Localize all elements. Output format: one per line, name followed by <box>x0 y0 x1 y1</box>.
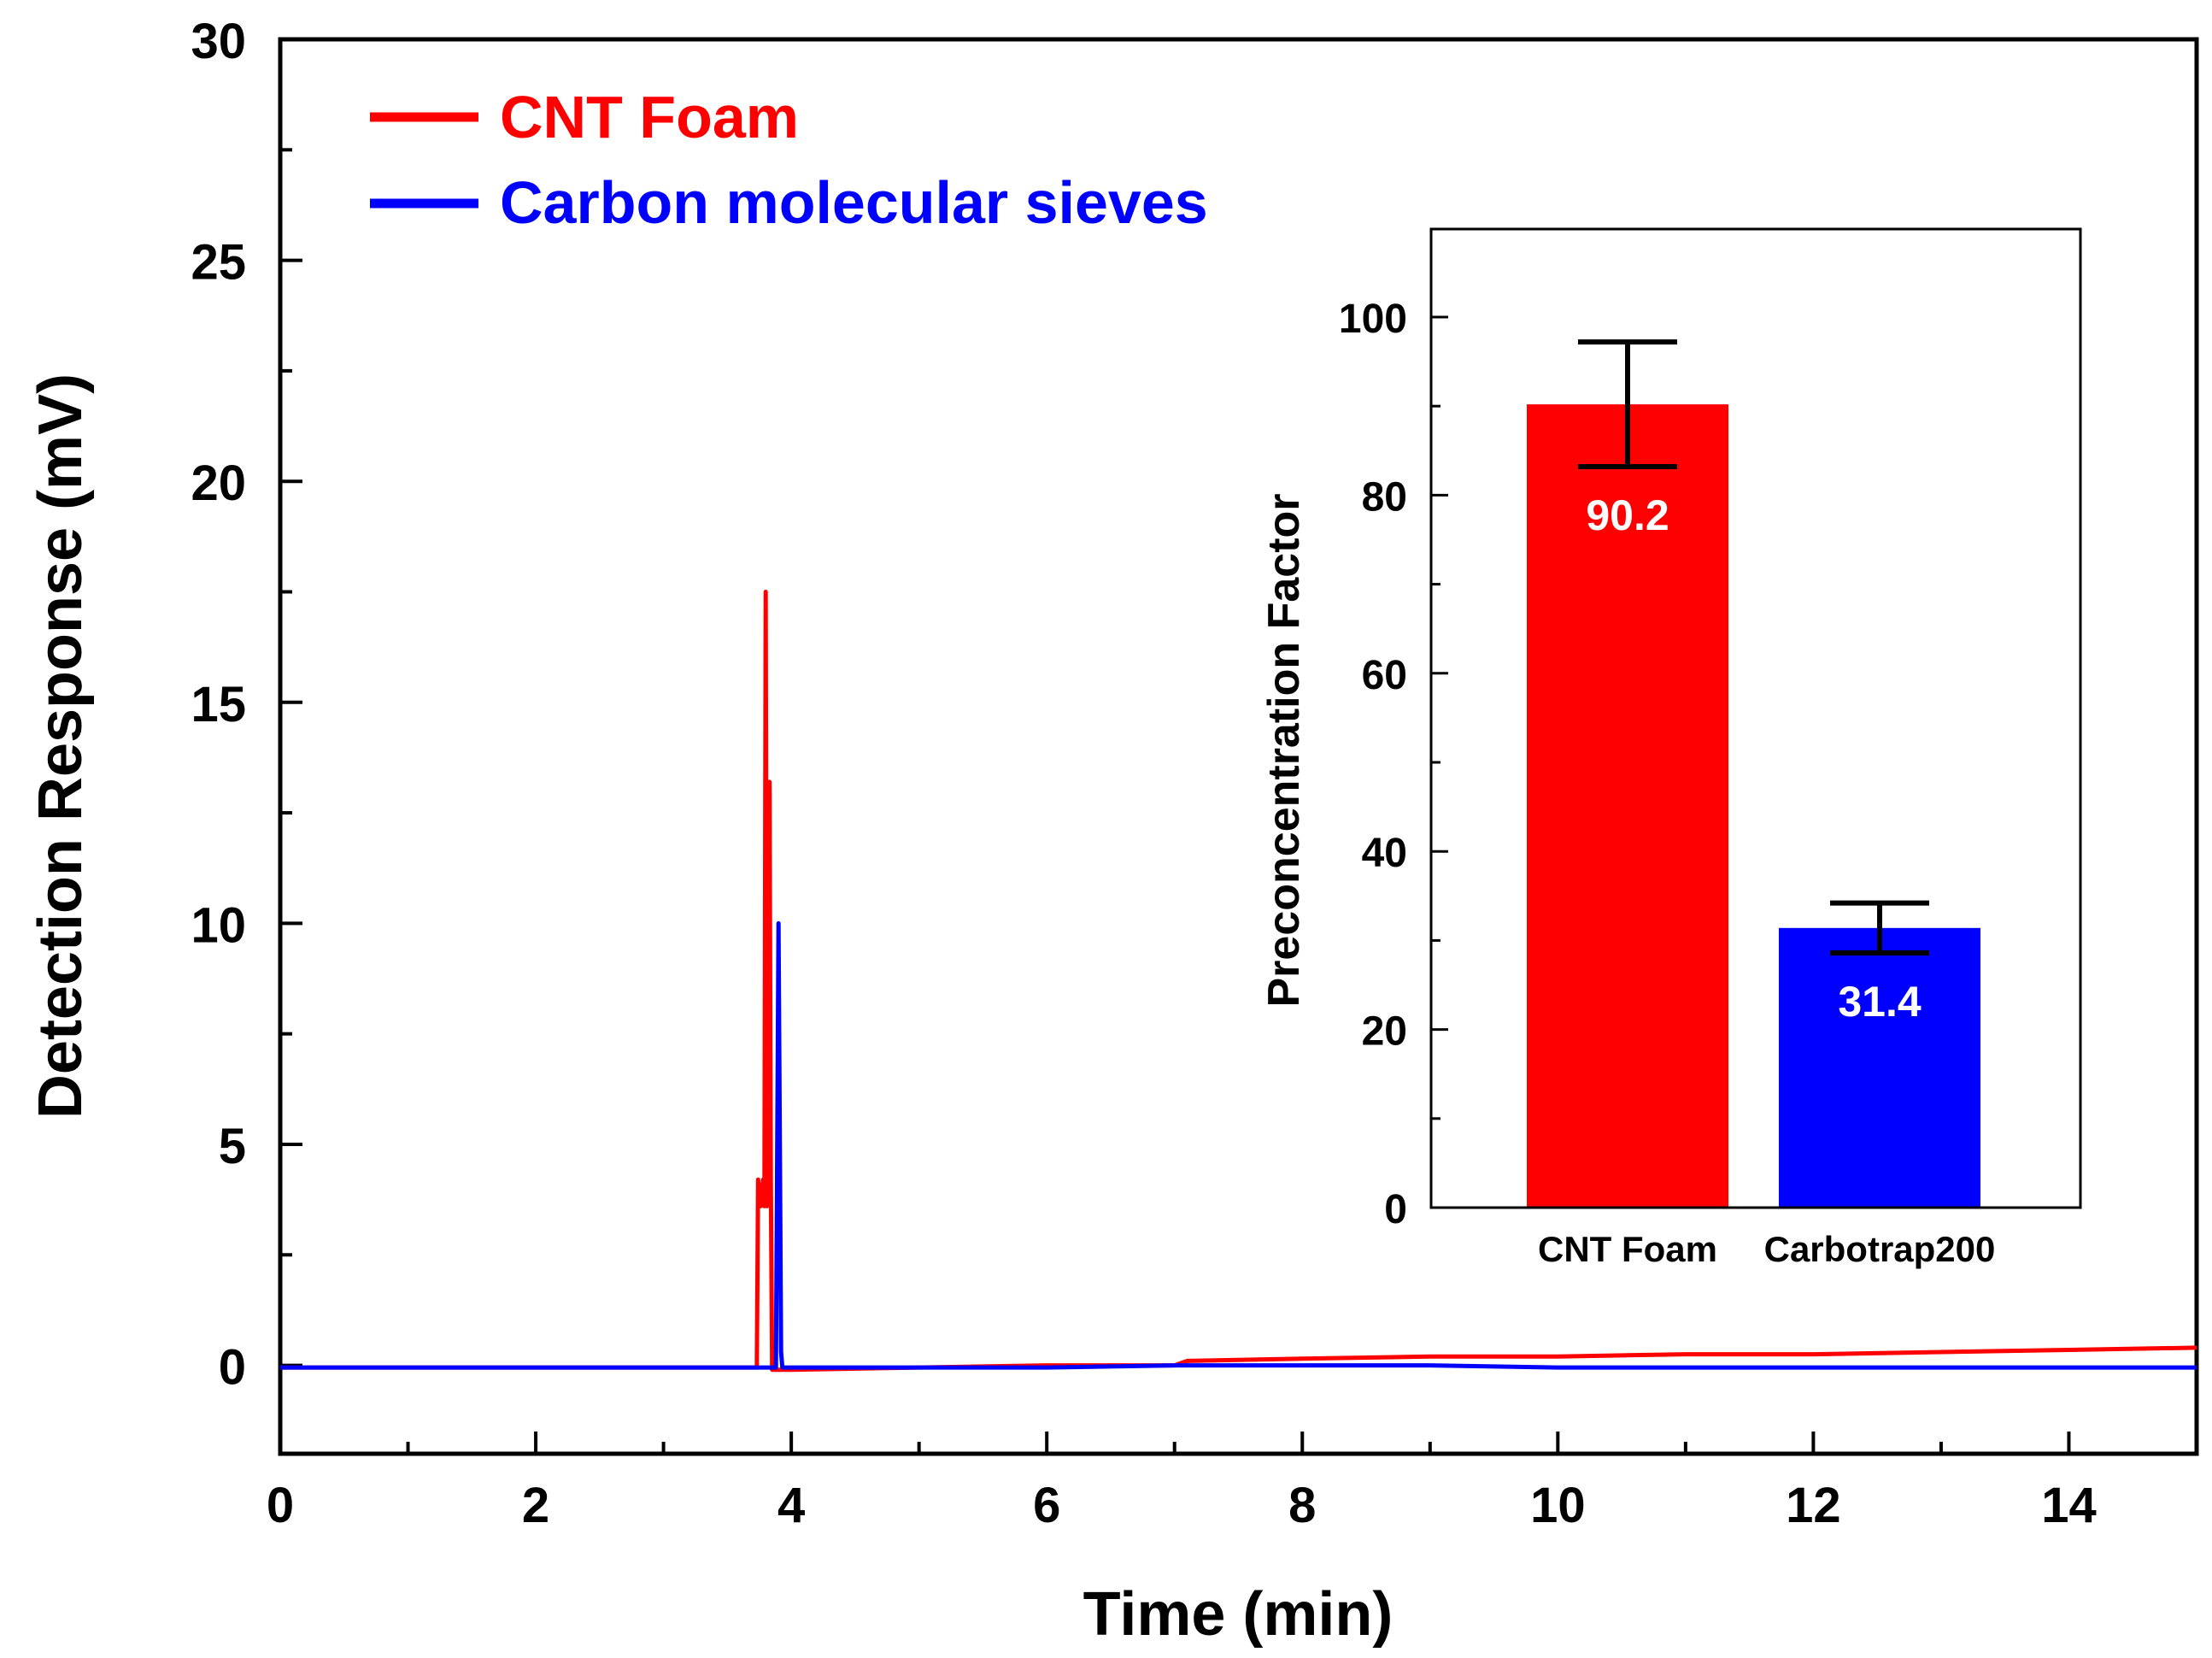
inset-y-tick-label: 60 <box>1362 653 1407 698</box>
legend-label-carbon-molecular-sieves: Carbon molecular sieves <box>500 169 1208 236</box>
inset-y-tick-label: 80 <box>1362 474 1407 520</box>
bar-value-label-cnt-foam: 90.2 <box>1586 491 1669 539</box>
main-y-axis-label: Detection Response (mV) <box>26 373 95 1119</box>
inset-y-tick-label: 0 <box>1384 1187 1407 1232</box>
main-y-ticks: 0 5 10 15 20 25 30 <box>191 14 302 1396</box>
main-x-ticks: 0 2 4 6 8 10 12 14 <box>267 1432 2198 1533</box>
bar-carbotrap200 <box>1779 927 1980 1208</box>
main-x-tick-label: 4 <box>777 1478 805 1533</box>
bar-cnt-foam <box>1527 404 1728 1208</box>
main-y-tick-label: 15 <box>191 677 246 732</box>
inset-x-tick-labels: CNT Foam Carbotrap200 <box>1538 1229 1995 1269</box>
inset-x-tick-label: Carbotrap200 <box>1764 1229 1996 1269</box>
inset-y-tick-label: 40 <box>1362 831 1407 876</box>
main-plot-frame <box>278 37 2199 1456</box>
series-line-cnt-foam <box>280 590 2197 1373</box>
main-y-tick-label: 30 <box>191 14 246 69</box>
inset-x-tick-label: CNT Foam <box>1538 1229 1717 1269</box>
main-x-tick-label: 8 <box>1288 1478 1316 1533</box>
main-series-group <box>280 590 2197 1373</box>
main-x-tick-label: 0 <box>267 1478 294 1533</box>
legend-label-cnt-foam: CNT Foam <box>500 84 799 150</box>
inset-bars: 90.2 31.4 <box>1527 339 1980 1208</box>
series-line-carbon-molecular-sieves <box>280 920 2197 1370</box>
main-y-tick-label: 0 <box>219 1340 246 1396</box>
bar-value-label-carbotrap200: 31.4 <box>1838 978 1922 1026</box>
main-y-tick-label: 20 <box>191 456 246 511</box>
main-y-tick-label: 5 <box>219 1119 246 1174</box>
main-y-tick-label: 25 <box>191 235 246 291</box>
inset-y-axis-label: Preconcentration Factor <box>1259 493 1309 1007</box>
inset-y-tick-label: 100 <box>1339 297 1407 342</box>
legend: CNT Foam Carbon molecular sieves <box>370 84 1208 236</box>
main-x-tick-label: 2 <box>522 1478 549 1533</box>
main-chart: 0 5 10 15 20 25 30 0 2 4 6 8 10 12 14 Time (min) Dete… <box>26 14 2199 1649</box>
main-x-tick-label: 12 <box>1786 1478 1841 1533</box>
main-x-tick-label: 14 <box>2041 1478 2097 1533</box>
inset-bar-chart: 90.2 31.4 0 20 40 60 80 100 CNT Foam Carbotrap2… <box>1259 227 2082 1269</box>
inset-y-tick-label: 20 <box>1362 1009 1407 1055</box>
main-x-axis-label: Time (min) <box>1083 1580 1394 1649</box>
inset-frame <box>1429 227 2082 1209</box>
main-x-tick-label: 6 <box>1033 1478 1060 1533</box>
main-y-tick-label: 10 <box>191 897 246 953</box>
main-x-tick-label: 10 <box>1530 1478 1586 1533</box>
inset-y-ticks: 0 20 40 60 80 100 <box>1339 297 1448 1232</box>
